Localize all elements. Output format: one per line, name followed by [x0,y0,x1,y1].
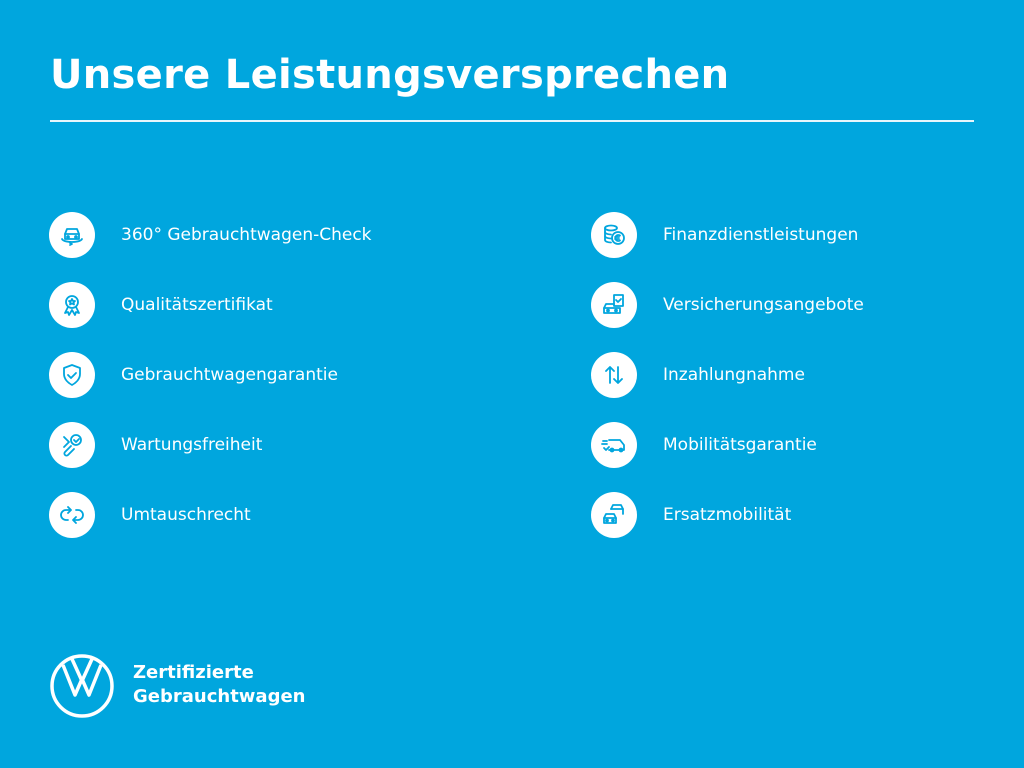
car-360-icon [49,212,95,258]
service-label: Umtauschrecht [121,505,251,525]
two-cars-icon [591,492,637,538]
service-item: Ersatzmobilität [591,492,864,538]
service-label: Gebrauchtwagengarantie [121,365,338,385]
service-label: Mobilitätsgarantie [663,435,817,455]
car-document-icon [591,282,637,328]
wrench-check-icon [49,422,95,468]
service-item: Finanzdienstleistungen [591,212,864,258]
service-label: Wartungsfreiheit [121,435,263,455]
shield-check-icon [49,352,95,398]
service-item: Umtauschrecht [49,492,372,538]
award-ribbon-icon [49,282,95,328]
services-left-column: 360° Gebrauchtwagen-Check Qualitätszerti… [49,212,372,562]
service-item: Inzahlungnahme [591,352,864,398]
service-label: Finanzdienstleistungen [663,225,859,245]
service-label: Ersatzmobilität [663,505,792,525]
up-down-arrows-icon [591,352,637,398]
title-divider [50,120,974,122]
service-item: 360° Gebrauchtwagen-Check [49,212,372,258]
coins-euro-icon [591,212,637,258]
van-check-icon [591,422,637,468]
brand-line-1: Zertifizierte [133,662,254,683]
exchange-arrows-icon [49,492,95,538]
service-item: Qualitätszertifikat [49,282,372,328]
service-label: Versicherungsangebote [663,295,864,315]
service-label: 360° Gebrauchtwagen-Check [121,225,372,245]
service-item: Mobilitätsgarantie [591,422,864,468]
services-right-column: Finanzdienstleistungen Versicherungsange… [591,212,864,562]
vw-logo [50,654,114,718]
service-label: Qualitätszertifikat [121,295,273,315]
service-item: Wartungsfreiheit [49,422,372,468]
service-item: Versicherungsangebote [591,282,864,328]
service-item: Gebrauchtwagengarantie [49,352,372,398]
page-title: Unsere Leistungsversprechen [50,52,730,98]
brand-text: Zertifizierte Gebrauchtwagen [133,661,305,709]
service-label: Inzahlungnahme [663,365,805,385]
brand-line-2: Gebrauchtwagen [133,686,306,707]
